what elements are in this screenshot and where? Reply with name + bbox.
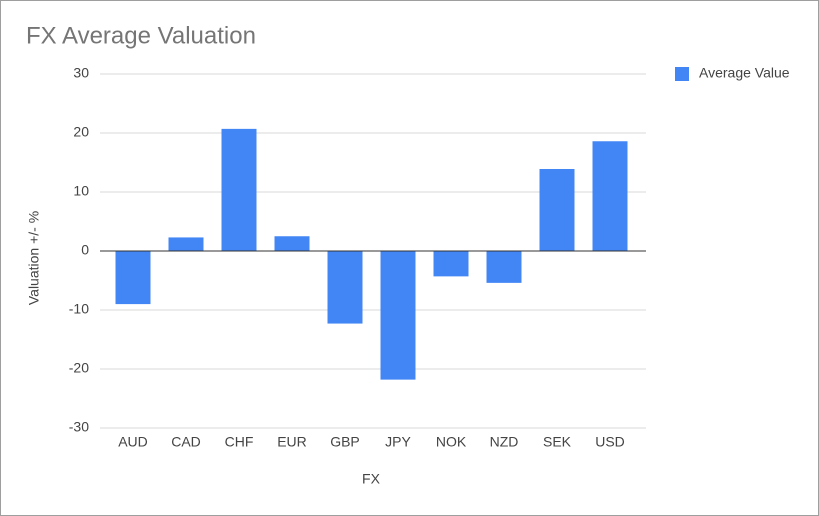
bar — [221, 128, 257, 251]
bar — [115, 251, 151, 305]
y-tick-label: 0 — [81, 242, 89, 258]
x-axis-label: FX — [362, 471, 381, 487]
bar — [539, 168, 575, 251]
y-tick-label: 20 — [73, 124, 89, 140]
y-tick-label: -30 — [69, 419, 89, 435]
x-tick-label: JPY — [385, 434, 411, 450]
legend-label: Average Value — [699, 65, 790, 81]
bar — [592, 141, 628, 251]
x-tick-label: GBP — [330, 434, 360, 450]
y-tick-label: -20 — [69, 360, 89, 376]
x-tick-label: EUR — [277, 434, 307, 450]
x-tick-label: CAD — [171, 434, 201, 450]
bar — [486, 251, 522, 283]
x-tick-label: SEK — [543, 434, 572, 450]
legend-swatch — [675, 67, 689, 81]
y-axis-label: Valuation +/- % — [26, 211, 42, 305]
bar — [274, 236, 310, 251]
bar — [433, 251, 469, 277]
x-tick-label: CHF — [225, 434, 254, 450]
bar — [168, 237, 204, 251]
bar — [327, 251, 363, 324]
y-tick-label: 10 — [73, 183, 89, 199]
x-tick-label: AUD — [118, 434, 148, 450]
y-tick-label: 30 — [73, 65, 89, 81]
x-tick-label: NZD — [490, 434, 519, 450]
x-tick-label: USD — [595, 434, 625, 450]
x-tick-label: NOK — [436, 434, 467, 450]
y-tick-label: -10 — [69, 301, 89, 317]
chart-title: FX Average Valuation — [26, 22, 256, 49]
bar — [380, 251, 416, 380]
